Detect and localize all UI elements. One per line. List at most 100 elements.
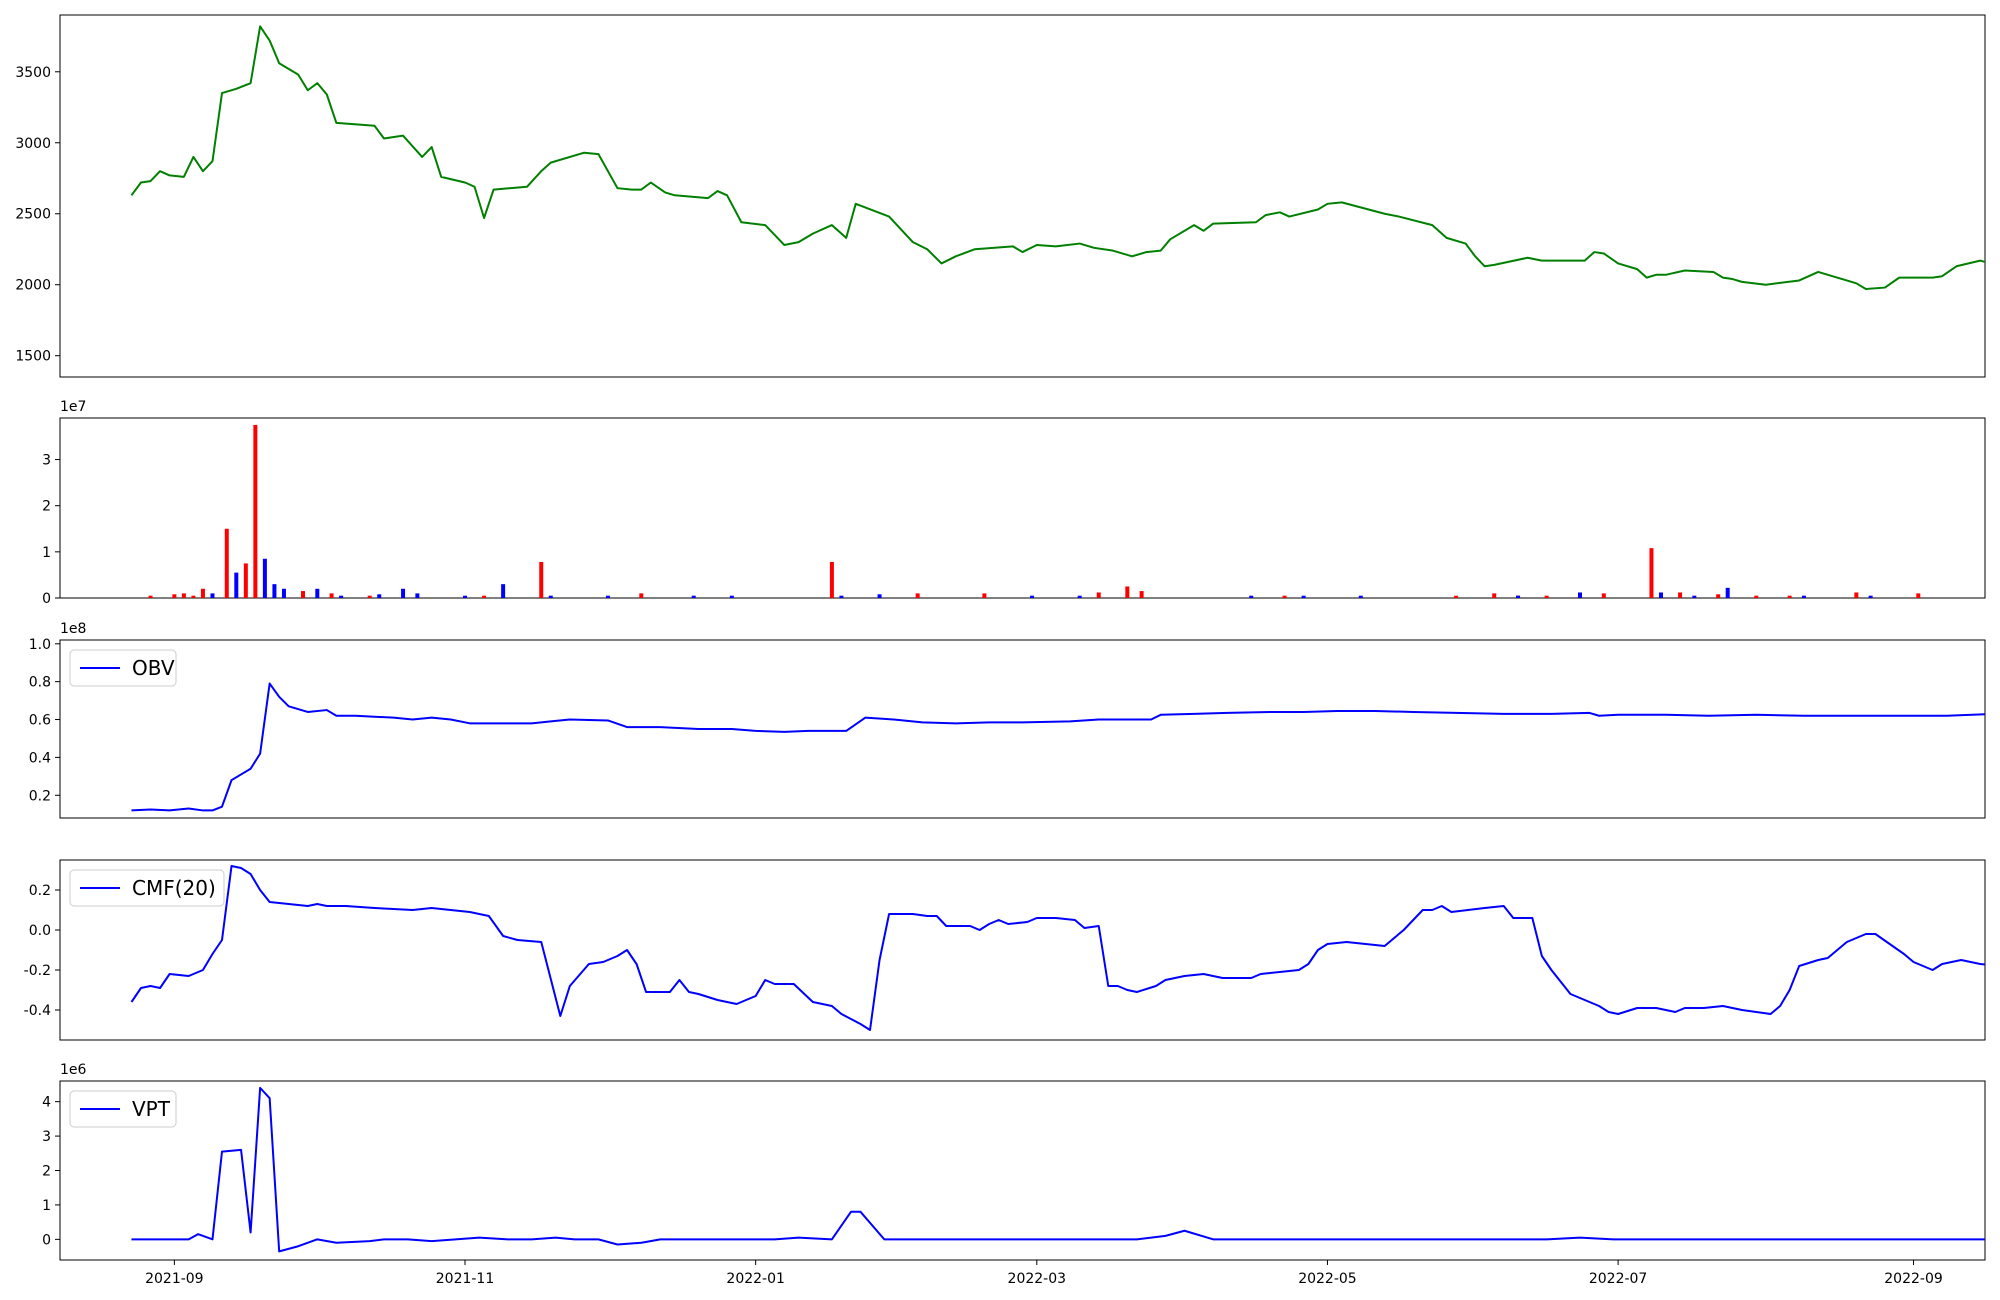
- obv-y-tick-label: 0.8: [29, 675, 51, 691]
- obv-legend-label: OBV: [132, 656, 175, 680]
- volume-bar: [329, 593, 334, 598]
- volume-bar: [1716, 594, 1721, 598]
- price-y-tick-label: 2500: [15, 207, 51, 223]
- volume-bar: [1544, 595, 1549, 598]
- volume-offset-text: 1e7: [60, 399, 86, 415]
- volume-bar: [272, 584, 277, 598]
- volume-y-tick-label: 3: [42, 453, 51, 469]
- x-tick-label: 2022-01: [726, 1271, 785, 1287]
- volume-bar: [1096, 592, 1101, 598]
- cmf-panel: -0.4 -0.2 0.0 0.2 CMF(20): [24, 859, 1986, 1041]
- volume-bar: [1692, 595, 1697, 598]
- volume-bar: [253, 424, 258, 598]
- obv-y-tick-label: 1.0: [29, 637, 51, 653]
- volume-bar: [234, 572, 239, 598]
- volume-bar: [539, 562, 544, 598]
- obv-panel: 0.2 0.4 0.6 0.8 1.0 1e8 OBV: [29, 621, 1986, 819]
- volume-bar: [915, 593, 920, 598]
- cmf-y-tick-label: 0.0: [29, 923, 51, 939]
- price-y-tick-label: 2000: [15, 278, 51, 294]
- cmf-legend: CMF(20): [69, 869, 225, 907]
- price-panel: 1500 2000 2500 3000 3500: [15, 14, 1986, 378]
- volume-bar: [172, 594, 177, 598]
- volume-bar: [1516, 595, 1521, 598]
- volume-bar: [605, 595, 610, 598]
- volume-bar: [1282, 595, 1287, 598]
- volume-bar: [1658, 592, 1663, 598]
- volume-bar: [181, 593, 186, 598]
- volume-panel: 0 1 2 3 1e7: [42, 399, 1986, 607]
- vpt-legend-label: VPT: [132, 1097, 171, 1121]
- obv-legend-box: [69, 649, 177, 687]
- volume-bar: [1916, 593, 1921, 598]
- volume-bar: [1601, 593, 1606, 598]
- volume-bar: [482, 595, 487, 598]
- volume-bar: [1868, 595, 1873, 598]
- volume-bar: [1139, 591, 1144, 598]
- obv-y-tick-label: 0.4: [29, 750, 51, 766]
- volume-bar: [1358, 595, 1363, 598]
- cmf-axes-frame: [59, 859, 1986, 1041]
- volume-bar: [191, 595, 196, 598]
- volume-bar: [548, 595, 553, 598]
- obv-y-tick-label: 0.2: [29, 788, 51, 804]
- obv-line: [131, 682, 1985, 812]
- cmf-y-tick-label: 0.2: [29, 883, 51, 899]
- volume-bar: [148, 595, 153, 598]
- x-tick-label: 2022-09: [1884, 1271, 1943, 1287]
- volume-bar: [1801, 595, 1806, 598]
- volume-bar: [415, 593, 420, 598]
- volume-bar: [367, 595, 372, 598]
- cmf-y-tick-label: -0.4: [24, 1003, 51, 1019]
- x-tick-label: 2021-11: [436, 1271, 495, 1287]
- vpt-y-tick-label: 1: [42, 1198, 51, 1214]
- volume-bar: [1754, 595, 1759, 598]
- volume-bar: [839, 595, 844, 598]
- volume-bar: [301, 591, 306, 598]
- obv-axes-frame: [59, 639, 1986, 819]
- volume-bar: [982, 593, 987, 598]
- obv-offset-text: 1e8: [60, 621, 86, 637]
- volume-bar: [401, 588, 406, 598]
- x-tick-label: 2022-05: [1298, 1271, 1357, 1287]
- volume-bar: [1125, 586, 1130, 598]
- volume-bar: [281, 588, 286, 598]
- volume-bar: [1492, 593, 1497, 598]
- obv-y-tick-label: 0.6: [29, 713, 51, 729]
- volume-bar: [501, 584, 506, 598]
- vpt-legend-box: [69, 1090, 177, 1128]
- volume-bar: [339, 595, 344, 598]
- volume-y-tick-label: 0: [42, 591, 51, 607]
- vpt-y-tick-label: 3: [42, 1129, 51, 1145]
- x-tick-label: 2022-03: [1008, 1271, 1067, 1287]
- price-y-tick-label: 3500: [15, 65, 51, 81]
- obv-legend: OBV: [69, 649, 177, 687]
- vpt-y-tick-label: 0: [42, 1232, 51, 1248]
- vpt-legend: VPT: [69, 1090, 177, 1128]
- price-y-tick-label: 3000: [15, 136, 51, 152]
- volume-axes-frame: [59, 417, 1986, 599]
- volume-bar: [1301, 595, 1306, 598]
- cmf-y-tick-label: -0.2: [24, 963, 51, 979]
- volume-bar: [1454, 595, 1459, 598]
- cmf-line: [130, 865, 1985, 1031]
- volume-bar: [224, 528, 229, 598]
- volume-bar: [1787, 595, 1792, 598]
- price-y-tick-label: 1500: [15, 349, 51, 365]
- volume-bar: [639, 593, 644, 598]
- cmf-legend-box: [69, 869, 225, 907]
- volume-bar: [1030, 595, 1035, 598]
- x-tick-label: 2021-09: [145, 1271, 204, 1287]
- volume-bars: [148, 424, 1921, 598]
- vpt-axes-frame: [59, 1080, 1986, 1261]
- vpt-offset-text: 1e6: [60, 1062, 87, 1078]
- volume-bar: [243, 563, 248, 598]
- date-axis: 2021-09 2021-11 2022-01 2022-03 2022-05 2022-…: [145, 1260, 1943, 1287]
- volume-y-tick-label: 2: [42, 499, 51, 515]
- price-line: [130, 25, 1985, 290]
- volume-bar: [1249, 595, 1254, 598]
- volume-bar: [315, 588, 320, 598]
- volume-bar: [1854, 592, 1859, 598]
- volume-bar: [1577, 592, 1582, 598]
